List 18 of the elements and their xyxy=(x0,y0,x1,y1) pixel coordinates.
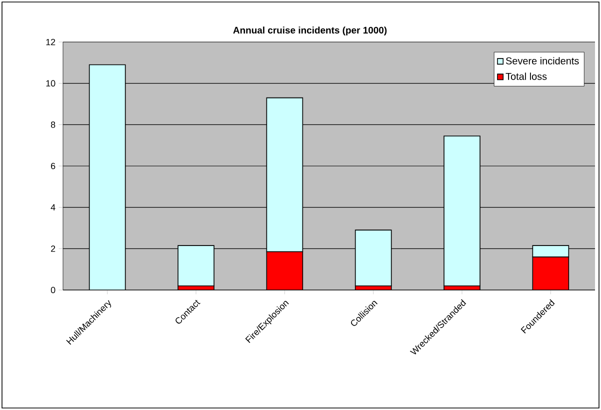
y-tick-label: 0 xyxy=(50,286,56,294)
bar xyxy=(88,64,126,290)
bar xyxy=(532,245,570,258)
legend-label: Total loss xyxy=(506,72,547,80)
y-tick-label: 8 xyxy=(50,121,56,128)
y-tick-label: 4 xyxy=(50,204,56,210)
bar xyxy=(266,251,304,290)
y-tick-label: 2 xyxy=(51,246,56,252)
bar xyxy=(532,256,570,290)
y-tick-label: 10 xyxy=(46,80,56,87)
bar xyxy=(178,245,214,286)
legend-label: Severe incidents xyxy=(506,57,579,64)
y-tick-label: 6 xyxy=(51,162,56,170)
y-tick-label: 12 xyxy=(46,38,56,46)
chart-title: Annual cruise incidents (per 1000) xyxy=(233,26,387,36)
bar xyxy=(444,136,480,286)
bar xyxy=(266,97,304,252)
bar xyxy=(354,230,392,286)
